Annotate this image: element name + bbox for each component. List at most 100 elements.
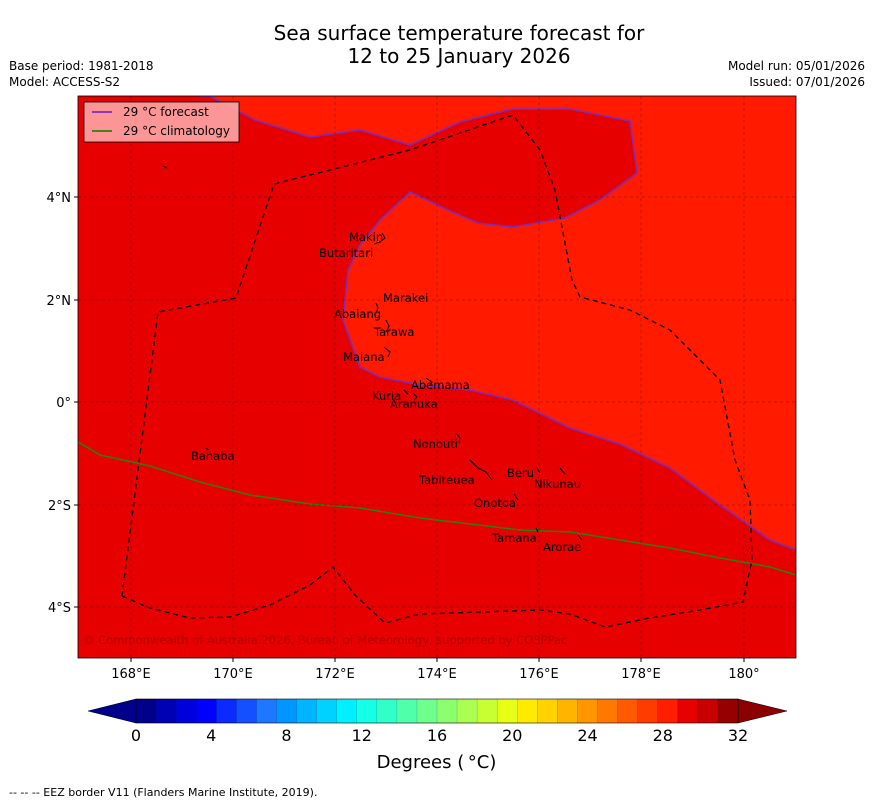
island-outline [385,319,390,333]
island-outline [375,302,379,314]
colorbar-bin [657,699,679,723]
colorbar-bin [356,699,378,723]
island-outline [162,165,168,169]
y-tick-label: 0° [56,396,71,411]
colorbar-tick-label: 16 [427,726,447,745]
colorbar-bin [156,699,177,723]
colorbar-bin [396,699,418,723]
colorbar-bin [296,699,317,723]
island-label-maiana: Maiana [343,350,385,364]
x-tick-label: 178°E [621,667,661,682]
y-axis: 4°N 2°N 0° 2°S 4°S [47,191,78,616]
map-area: © Commonwealth of Australia 2026, Bureau… [78,96,796,658]
climatology-29c-contour [78,441,796,576]
colorbar-bin [557,699,578,723]
model-run: Model run: 05/01/2026 [727,59,865,73]
colorbar-label: Degrees ( °C) [376,752,497,773]
colorbar-bin [497,699,518,723]
island-label-tabiteuea: Tabiteuea [418,473,475,487]
island-outline [577,534,583,541]
colorbar-bin [697,699,719,723]
colorbar-tick-label: 8 [281,726,291,745]
colorbar-bin [216,699,237,723]
colorbar-bin [256,699,277,723]
map-title: Sea surface temperature forecast for 12 … [0,22,873,68]
island-label-beru: Beru [507,466,534,480]
island-outlines [162,165,583,541]
island-outline [513,493,519,501]
title-line-1: Sea surface temperature forecast for [273,21,645,45]
island-outline [469,459,493,481]
island-outline [403,389,409,395]
title-line-2: 12 to 25 January 2026 [347,44,571,68]
island-label-nonouti: Nonouti [413,437,458,451]
gridlines [78,96,796,658]
colorbar-over-arrow [737,698,788,724]
y-tick-label: 2°S [48,499,71,514]
colorbar-bin [196,699,217,723]
island-label-tarawa: Tarawa [373,325,414,339]
y-tick-label: 4°S [48,601,71,616]
base-period: Base period: 1981-2018 [9,59,154,73]
island-outline [535,527,539,533]
island-label-aranuka: Aranuka [390,397,438,411]
island-label-makin: Makin [349,230,383,244]
colorbar-bin [416,699,438,723]
y-tick-label: 4°N [47,191,72,206]
legend-climatology-label: 29 °C climatology [123,124,230,138]
colorbar-bin [577,699,598,723]
colorbar-bin [617,699,638,723]
island-label-banaba: Banaba [191,449,235,463]
x-tick-label: 168°E [111,667,151,682]
colorbar-bin [637,699,659,723]
island-outline [559,467,566,475]
colorbar-bin [336,699,358,723]
y-tick-label: 2°N [47,294,72,309]
colorbar-under-arrow [87,698,137,724]
x-axis: 168°E 170°E 172°E 174°E 176°E 178°E 180° [111,658,760,682]
colorbar-bin [176,699,197,723]
legend-box [83,101,240,143]
model-name: Model: ACCESS-S2 [9,75,121,89]
x-tick-label: 174°E [417,667,457,682]
legend-forecast-label: 29 °C forecast [123,105,209,119]
colorbar-bin [537,699,558,723]
island-label-abemama: Abemama [411,378,470,392]
colorbar-bin [517,699,538,723]
colorbar-tick-label: 4 [206,726,216,745]
island-label-onotoa: Onotoa [474,496,516,510]
colorbar-bin [437,699,458,723]
colorbar-bin [477,699,498,723]
colorbar-bin [457,699,478,723]
colorbar-tick-label: 12 [352,726,372,745]
eez-border [121,114,753,628]
island-label-butaritari: Butaritari [319,246,373,260]
colorbar-tick-label: 28 [653,726,673,745]
island-label-nikunau: Nikunau [534,477,581,491]
eez-footnote: -- -- -- EEZ border V11 (Flanders Marine… [9,786,318,799]
meta-right: Model run: 05/01/2026 Issued: 07/01/2026 [728,58,865,90]
island-outline [412,392,418,401]
colorbar-bin [236,699,257,723]
island-outline [455,432,461,444]
colorbar-ticks: 0 4 8 12 16 20 24 28 32 [131,726,748,745]
x-tick-label: 170°E [213,667,253,682]
island-label-arorae: Arorae [543,540,581,554]
map-legend: 29 °C forecast 29 °C climatology [83,101,240,143]
forecast-29c-contour [200,96,796,551]
colorbar-bin [136,699,157,723]
issued-date: Issued: 07/01/2026 [749,75,865,89]
colorbar [87,698,788,724]
colorbar-tick-label: 0 [131,726,141,745]
colorbar-bin [376,699,398,723]
island-label-marakei: Marakei [383,291,428,305]
island-outline [205,447,210,451]
copyright-notice: © Commonwealth of Australia 2026, Bureau… [83,633,567,647]
meta-left: Base period: 1981-2018 Model: ACCESS-S2 [9,58,154,90]
colorbar-tick-label: 32 [728,726,748,745]
colorbar-bin [276,699,297,723]
island-label-abaiang: Abaiang [334,307,381,321]
colorbar-bin [597,699,618,723]
